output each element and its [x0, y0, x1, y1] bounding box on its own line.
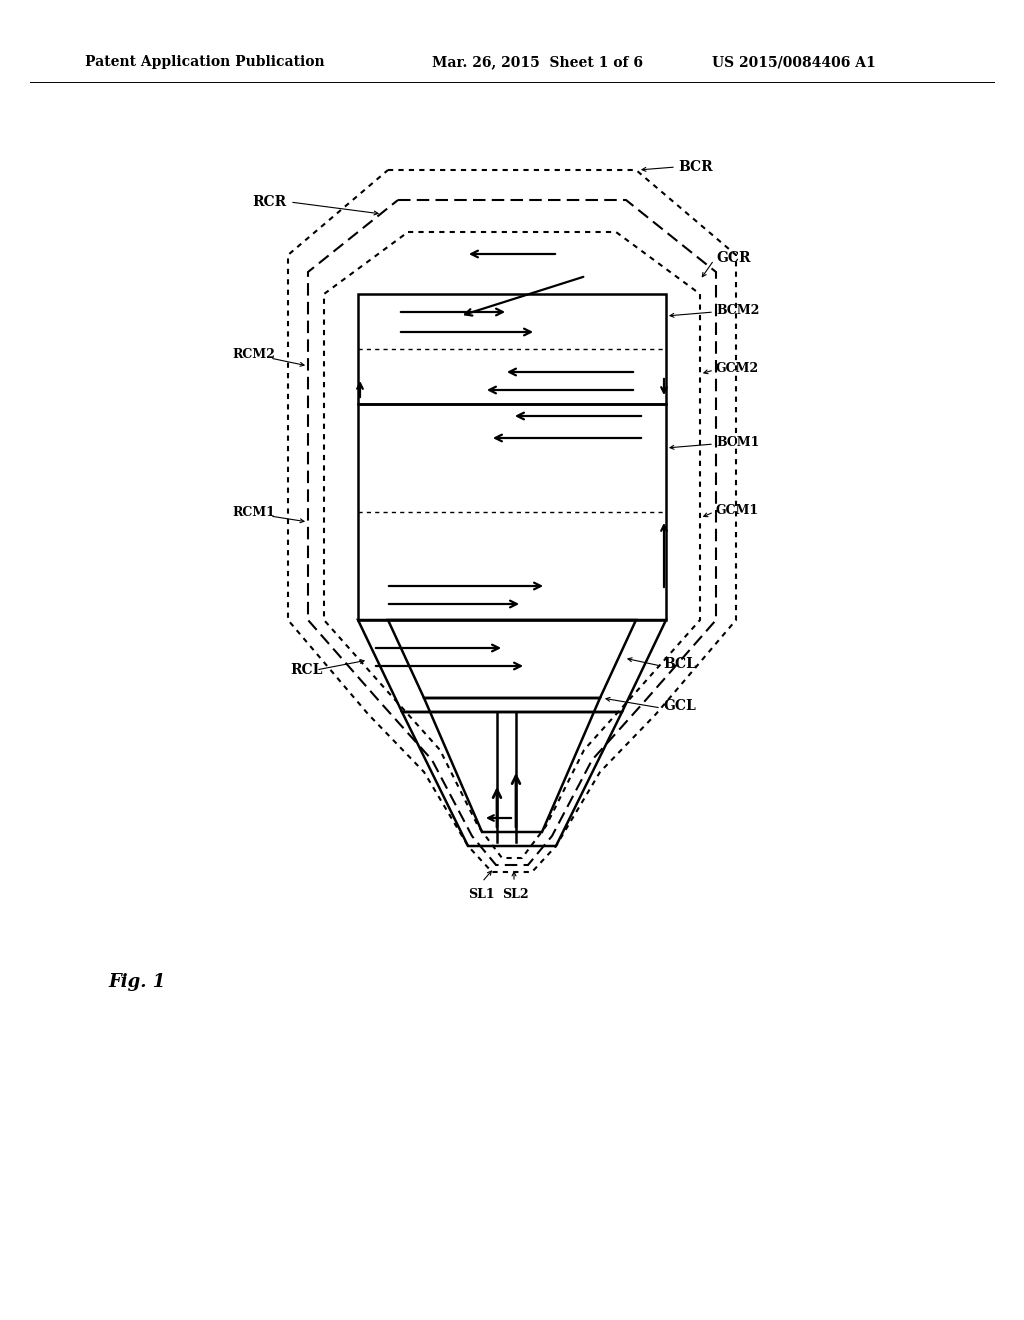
Text: SL1: SL1 — [468, 888, 495, 902]
Text: GCR: GCR — [716, 251, 751, 265]
Text: BCM1: BCM1 — [716, 436, 760, 449]
Text: GCM2: GCM2 — [716, 362, 759, 375]
Text: RCM2: RCM2 — [232, 347, 274, 360]
Text: BCM2: BCM2 — [716, 304, 760, 317]
Text: BCL: BCL — [663, 657, 696, 671]
Text: BCR: BCR — [678, 160, 713, 174]
Text: Patent Application Publication: Patent Application Publication — [85, 55, 325, 69]
Text: RCM1: RCM1 — [232, 506, 274, 519]
Text: GCM1: GCM1 — [716, 503, 759, 516]
Bar — [358, 404, 666, 620]
Text: SL2: SL2 — [502, 888, 528, 902]
Text: GCL: GCL — [663, 700, 695, 713]
Text: RCR: RCR — [252, 195, 286, 209]
Text: RCL: RCL — [290, 663, 323, 677]
Bar — [358, 294, 666, 404]
Text: Mar. 26, 2015  Sheet 1 of 6: Mar. 26, 2015 Sheet 1 of 6 — [432, 55, 643, 69]
Text: Fig. 1: Fig. 1 — [108, 973, 165, 991]
Text: US 2015/0084406 A1: US 2015/0084406 A1 — [712, 55, 876, 69]
